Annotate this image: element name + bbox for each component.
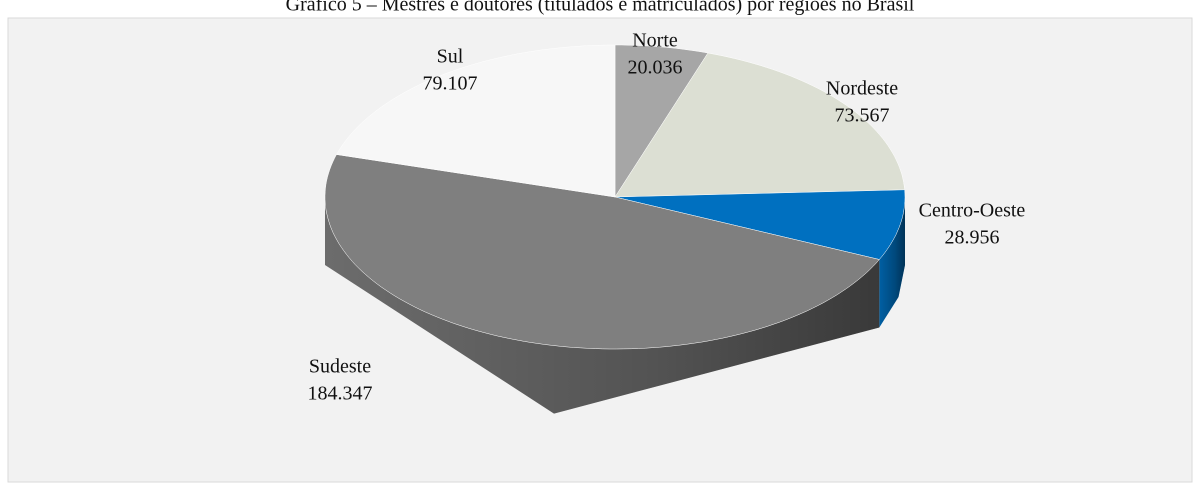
slice-label: Norte bbox=[632, 30, 678, 52]
slice-label: Sudeste bbox=[309, 356, 371, 378]
slice bbox=[614, 52, 905, 198]
slice bbox=[336, 44, 616, 198]
slice-side-shade bbox=[325, 197, 880, 414]
slice-label: Nordeste bbox=[826, 78, 898, 100]
slice-value-label: 79.107 bbox=[423, 73, 478, 95]
slice-value-label: 20.036 bbox=[628, 57, 683, 79]
slice-label: Sul bbox=[437, 46, 464, 68]
slice-value-label: 28.956 bbox=[945, 227, 1000, 249]
slice bbox=[614, 44, 709, 198]
slice bbox=[614, 189, 906, 260]
chart-title: Gráfico 5 – Mestres e doutores (titulado… bbox=[286, 0, 915, 16]
slice-side-shade bbox=[879, 197, 905, 328]
slice-value-label: 73.567 bbox=[835, 105, 890, 127]
slice-value-label: 184.347 bbox=[308, 383, 373, 405]
slice-label: Centro-Oeste bbox=[919, 200, 1026, 222]
slice bbox=[324, 154, 880, 350]
pie-sides bbox=[325, 197, 905, 414]
